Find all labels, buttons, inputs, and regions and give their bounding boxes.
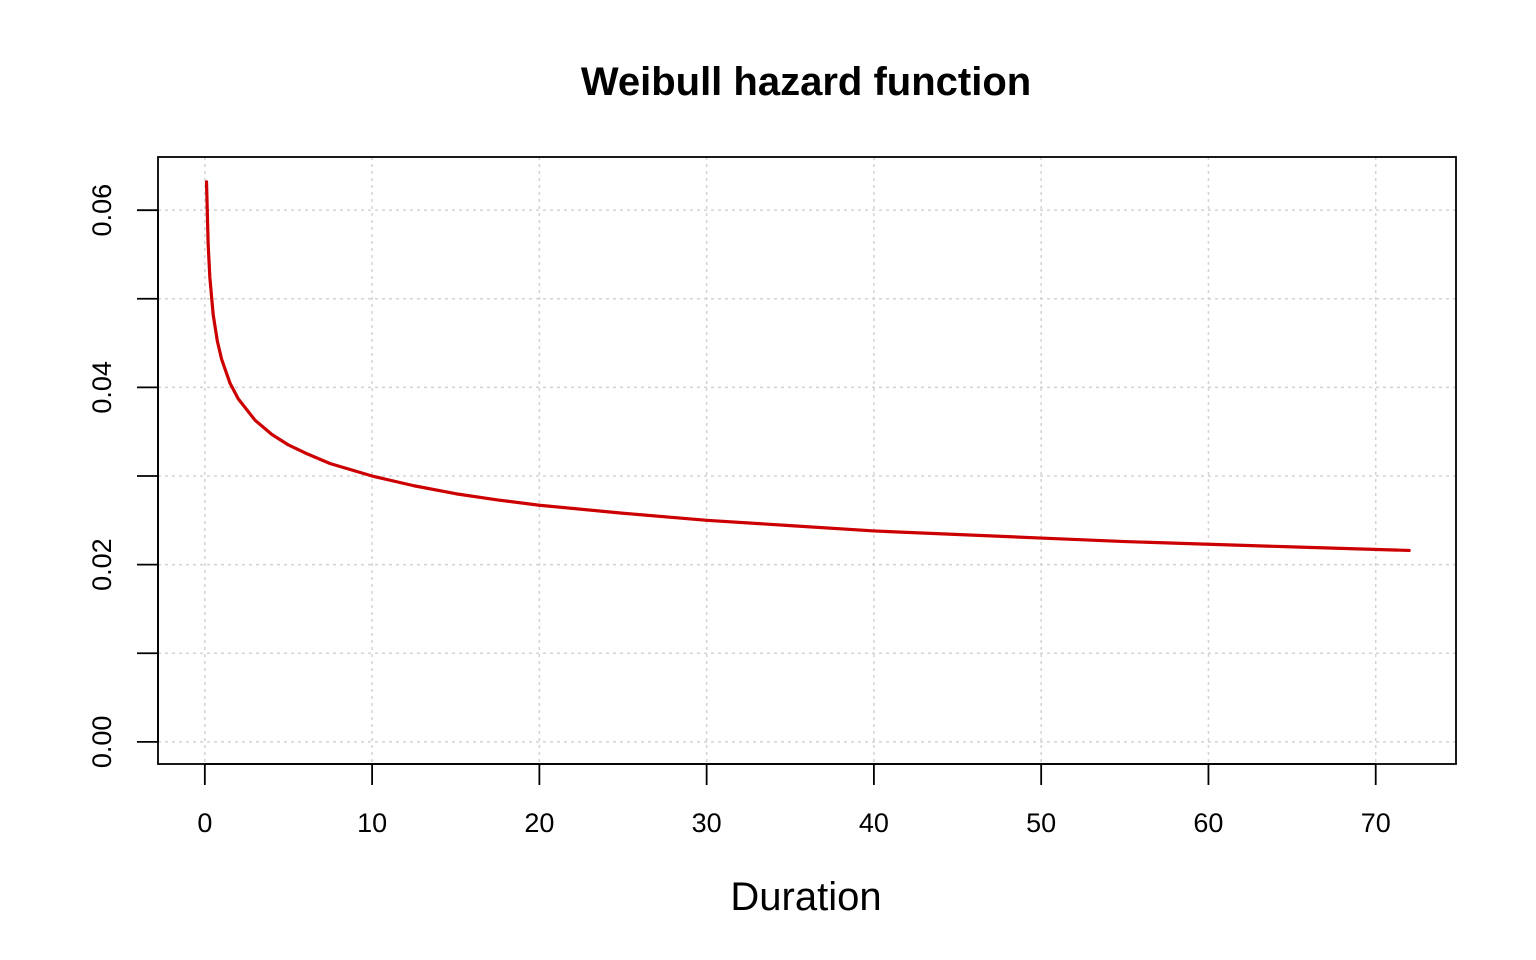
- x-axis-label: Duration: [730, 875, 881, 919]
- y-tick-label: 0.02: [87, 538, 117, 591]
- x-axis: 0 10 20 30 40 50 60 70: [197, 763, 1391, 838]
- plot-lines: [204, 180, 1411, 553]
- y-tick-label: 0.06: [87, 184, 117, 237]
- x-tick-label: 70: [1361, 808, 1391, 838]
- x-tick-label: 10: [357, 808, 387, 838]
- y-tick-label: 0.00: [87, 716, 117, 769]
- x-tick-label: 20: [524, 808, 554, 838]
- x-tick-label: 40: [859, 808, 889, 838]
- x-tick-label: 60: [1193, 808, 1223, 838]
- chart-title: Weibull hazard function: [581, 60, 1031, 104]
- x-tick-label: 0: [197, 808, 212, 838]
- grid: [158, 157, 1456, 764]
- x-tick-label: 50: [1026, 808, 1056, 838]
- y-axis: 0.00 0.02 0.04 0.06: [87, 184, 159, 769]
- plot-frame: [157, 156, 1457, 765]
- series-line-0: [204, 180, 1411, 553]
- x-tick-label: 30: [692, 808, 722, 838]
- y-tick-label: 0.04: [87, 361, 117, 414]
